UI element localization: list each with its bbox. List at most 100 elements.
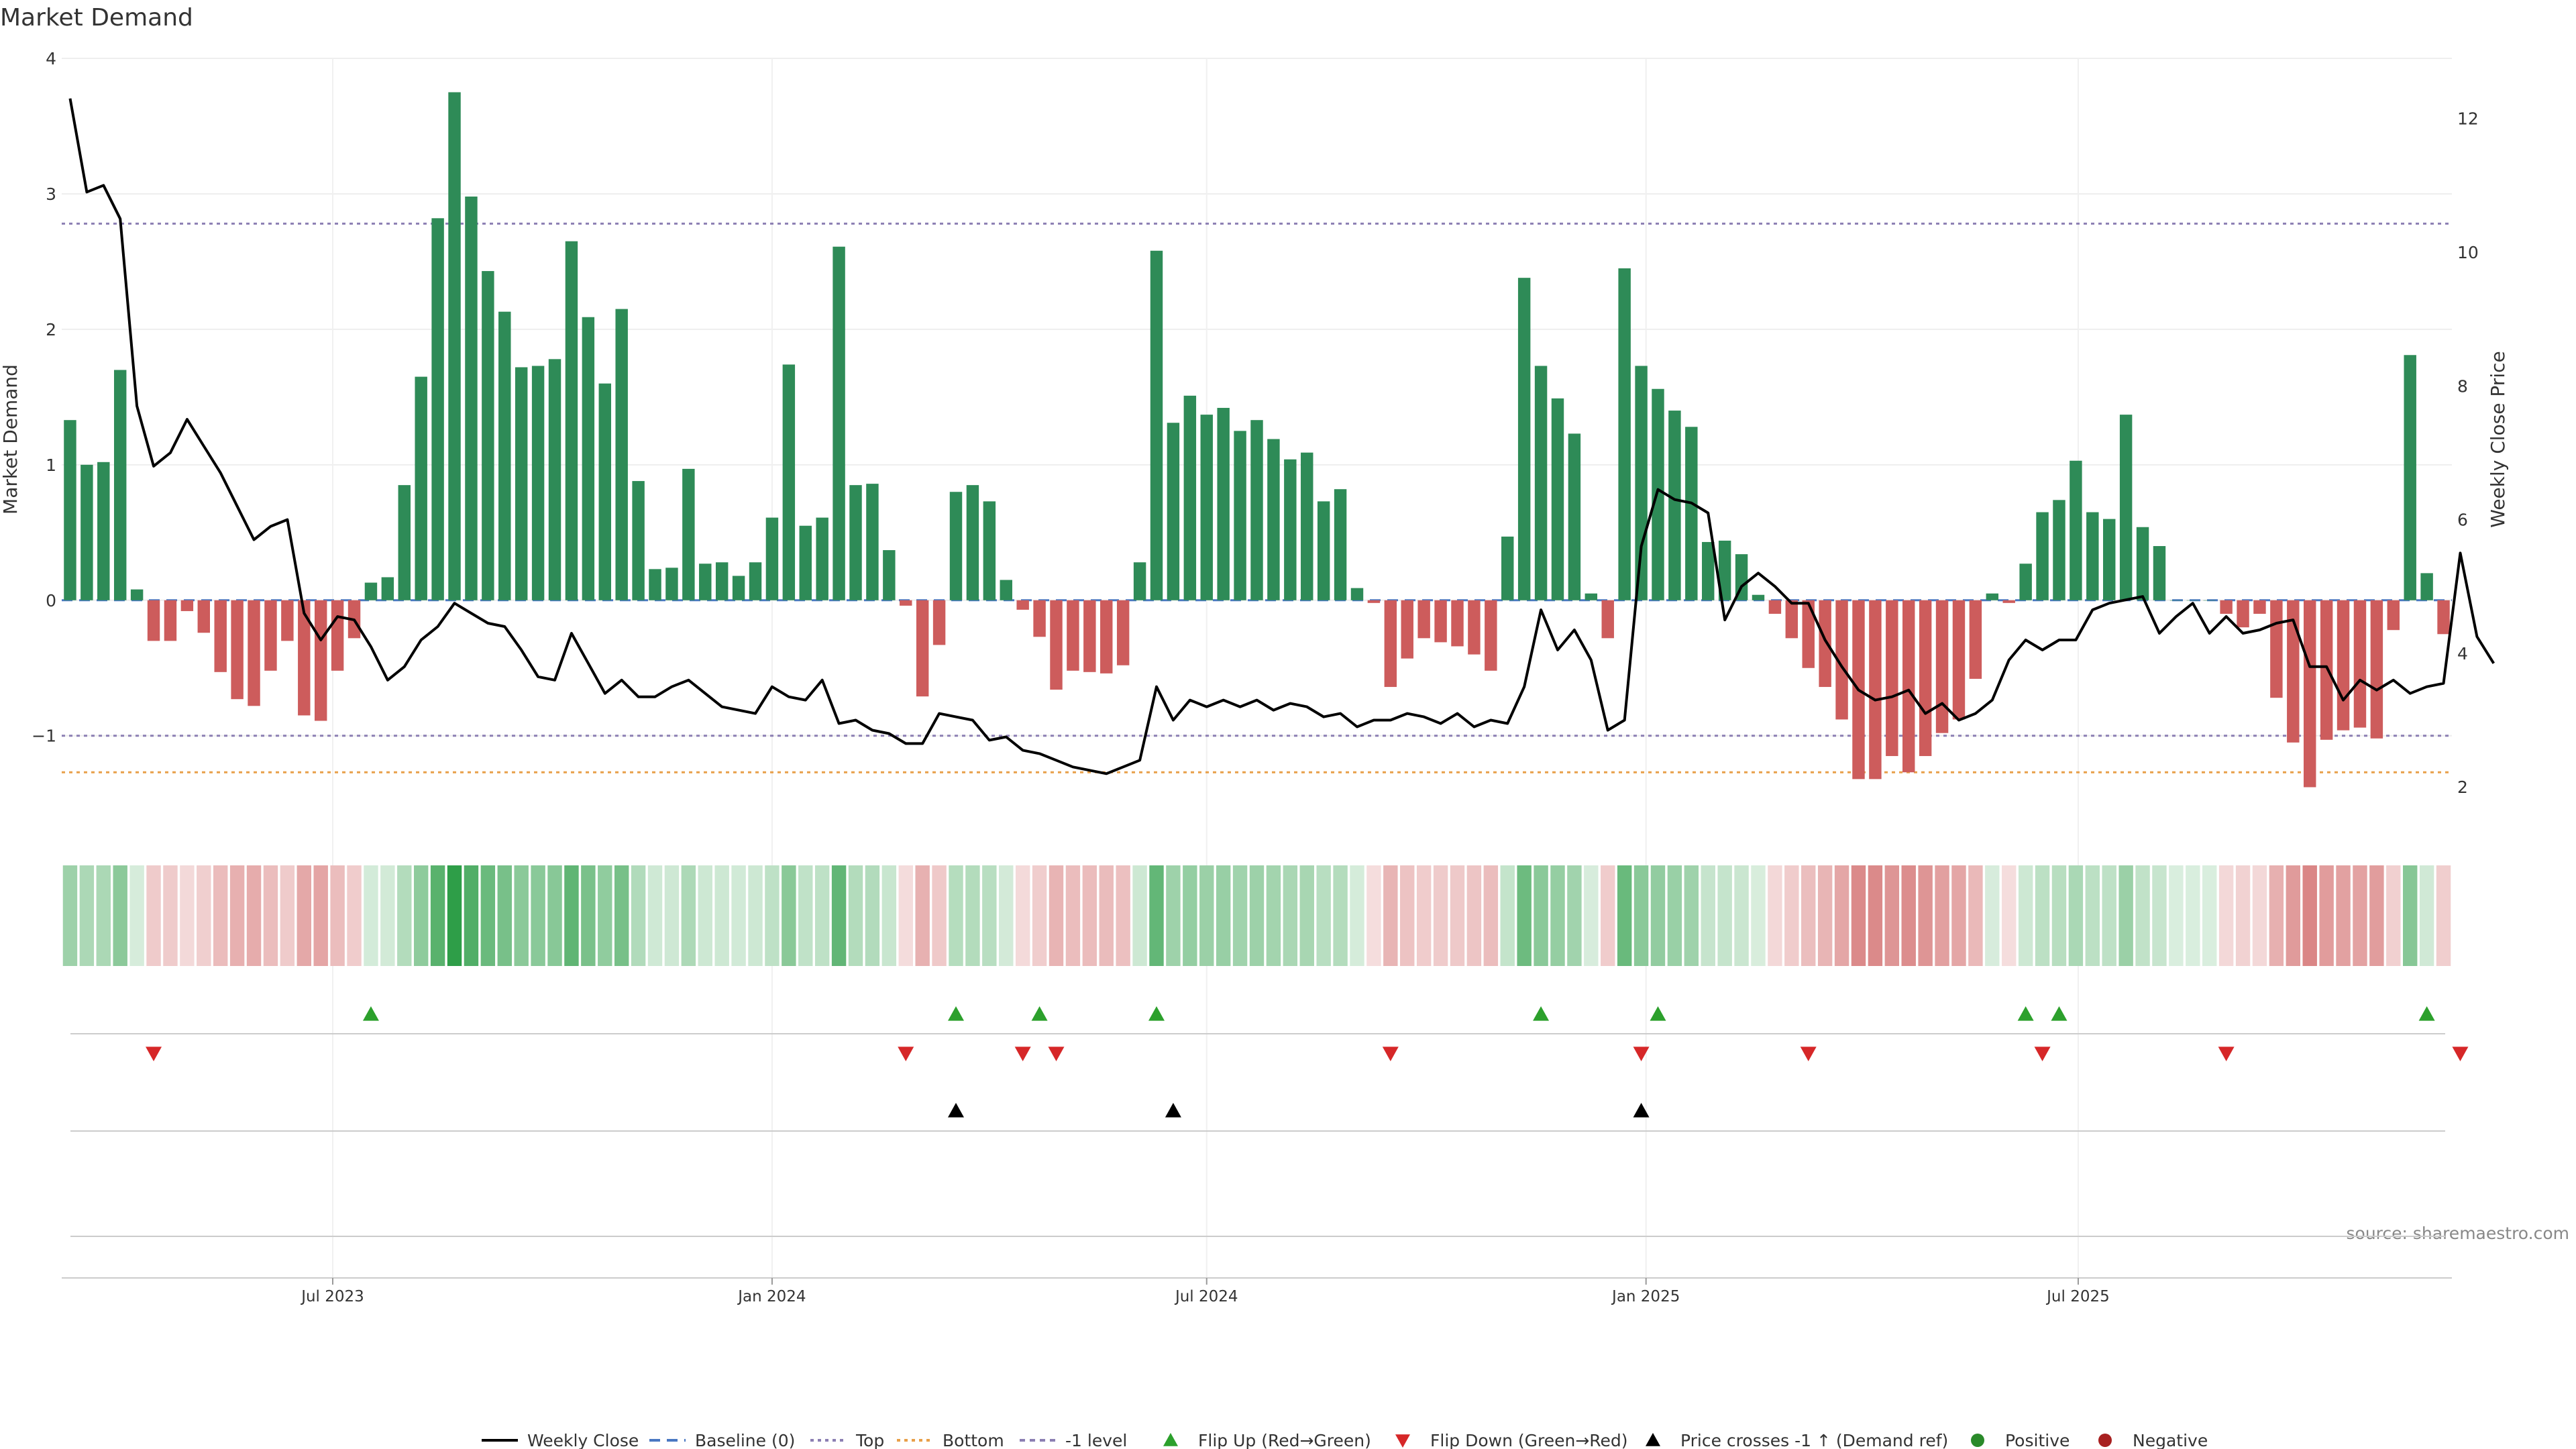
heat-cell (1366, 865, 1381, 966)
heat-cell (1717, 865, 1732, 966)
legend-label: Top (855, 1431, 884, 1449)
demand-bar-positive (699, 564, 712, 600)
demand-bar-positive (1685, 427, 1698, 600)
demand-bars (64, 92, 2450, 788)
demand-bar-positive (849, 485, 862, 600)
demand-bar-negative (900, 600, 912, 606)
demand-bar-positive (1217, 408, 1230, 600)
legend-label: Bottom (943, 1431, 1004, 1449)
heat-cell (2319, 865, 2334, 966)
y2-tick-label: 6 (2457, 511, 2468, 530)
demand-bar-positive (1501, 536, 1514, 600)
heat-cell (1032, 865, 1047, 966)
demand-bar-positive (1635, 366, 1648, 600)
heat-cell (782, 865, 796, 966)
legend-label: Negative (2133, 1431, 2208, 1449)
demand-bar-positive (966, 485, 979, 600)
heat-cell (2402, 865, 2418, 966)
demand-bar-positive (1551, 398, 1564, 600)
heat-cell (129, 865, 144, 966)
demand-bar-positive (2153, 546, 2166, 600)
demand-bar-positive (1350, 588, 1364, 600)
demand-bar-negative (1451, 600, 1464, 647)
flip-down-marker (1014, 1046, 1031, 1061)
demand-bar-positive (949, 492, 963, 600)
demand-bar-negative (2370, 600, 2383, 739)
demand-bar-positive (866, 484, 879, 600)
price-cross-marker (1633, 1103, 1650, 1118)
heat-cell (1350, 865, 1364, 966)
heat-cell (2336, 865, 2351, 966)
demand-bar-positive (1150, 250, 1163, 600)
demand-bar-negative (2437, 600, 2450, 635)
legend-label: Baseline (0) (695, 1431, 795, 1449)
demand-bar-negative (2320, 600, 2333, 740)
heat-cell (197, 865, 211, 966)
demand-bar-positive (1334, 489, 1347, 600)
heat-cell (1935, 865, 1949, 966)
demand-bar-positive (782, 364, 796, 600)
heat-cell (1433, 865, 1448, 966)
chart-title: Market Demand (0, 4, 193, 32)
heat-cell (2135, 865, 2150, 966)
heat-cell (1851, 865, 1866, 966)
heat-cell (1232, 865, 1248, 966)
demand-bar-negative (248, 600, 260, 706)
demand-bar-positive (1702, 541, 1715, 600)
demand-bar-positive (431, 218, 444, 600)
demand-bar-positive (833, 246, 845, 600)
demand-bar-positive (749, 562, 762, 600)
demand-bar-positive (2070, 460, 2082, 600)
heat-cell (1667, 865, 1682, 966)
heat-cell (213, 865, 228, 966)
heat-cell (347, 865, 362, 966)
heat-cell (1751, 865, 1766, 966)
demand-bar-positive (2136, 527, 2149, 600)
heat-cell (2169, 865, 2184, 966)
demand-bar-negative (1485, 600, 1497, 671)
demand-bar-negative (1935, 600, 1949, 733)
heat-cell (1416, 865, 1432, 966)
demand-bar-positive (983, 501, 996, 600)
demand-bar-positive (1534, 366, 1548, 600)
heat-cell (2218, 865, 2234, 966)
heat-cell (79, 865, 95, 966)
demand-bar-negative (314, 600, 327, 721)
demand-bar-positive (649, 569, 661, 600)
heat-cell (748, 865, 763, 966)
heat-cell (2002, 865, 2017, 966)
heat-cell (2102, 865, 2116, 966)
demand-bar-positive (665, 568, 678, 600)
heat-cell (564, 865, 579, 966)
flip-up-marker (1650, 1006, 1666, 1021)
demand-bar-positive (381, 577, 394, 600)
demand-bar-positive (1718, 540, 1731, 600)
heat-cell (765, 865, 780, 966)
demand-bar-negative (1367, 600, 1381, 603)
heat-cell (1517, 865, 1532, 966)
demand-bar-positive (364, 582, 378, 600)
heat-cell (1701, 865, 1715, 966)
heat-cell (263, 865, 278, 966)
demand-bar-positive (765, 517, 779, 600)
demand-bar-negative (2387, 600, 2400, 631)
demand-bar-negative (1050, 600, 1063, 690)
demand-bar-positive (97, 462, 110, 600)
demand-bar-positive (1568, 433, 1581, 600)
heat-cell (313, 865, 328, 966)
heat-cell (1500, 865, 1515, 966)
x-tick-label: Jul 2025 (2045, 1288, 2110, 1305)
y-tick-label: 4 (46, 49, 56, 68)
heat-cell (614, 865, 629, 966)
demand-bar-positive (2086, 512, 2099, 600)
y-tick-label: 1 (46, 455, 56, 475)
heat-cell (1466, 865, 1482, 966)
demand-bar-negative (197, 600, 211, 633)
demand-bar-negative (331, 600, 344, 671)
heat-cell (2068, 865, 2084, 966)
weekly-close-line (68, 98, 2495, 775)
legend-swatch (1395, 1434, 1410, 1448)
demand-bar-positive (448, 92, 461, 600)
heat-cell (714, 865, 729, 966)
